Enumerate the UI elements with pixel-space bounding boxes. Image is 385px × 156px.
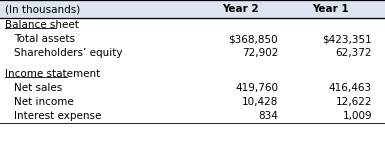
Text: 419,760: 419,760	[235, 83, 278, 93]
Text: 1,009: 1,009	[342, 111, 372, 121]
Text: 62,372: 62,372	[335, 48, 372, 58]
Text: Net sales: Net sales	[14, 83, 62, 93]
Text: 72,902: 72,902	[242, 48, 278, 58]
Text: 10,428: 10,428	[242, 97, 278, 107]
Text: Income statement: Income statement	[5, 69, 100, 79]
Text: Shareholders’ equity: Shareholders’ equity	[14, 48, 122, 58]
Text: Total assets: Total assets	[14, 34, 75, 44]
Text: $368,850: $368,850	[228, 34, 278, 44]
Text: Year 2: Year 2	[222, 4, 258, 14]
Text: (In thousands): (In thousands)	[5, 4, 80, 14]
Text: 416,463: 416,463	[329, 83, 372, 93]
Text: Balance sheet: Balance sheet	[5, 20, 79, 30]
Text: Year 1: Year 1	[312, 4, 348, 14]
Text: 12,622: 12,622	[335, 97, 372, 107]
Bar	[0, 0, 385, 18]
Text: $423,351: $423,351	[322, 34, 372, 44]
Text: Interest expense: Interest expense	[14, 111, 101, 121]
Text: Net income: Net income	[14, 97, 74, 107]
Text: 834: 834	[258, 111, 278, 121]
